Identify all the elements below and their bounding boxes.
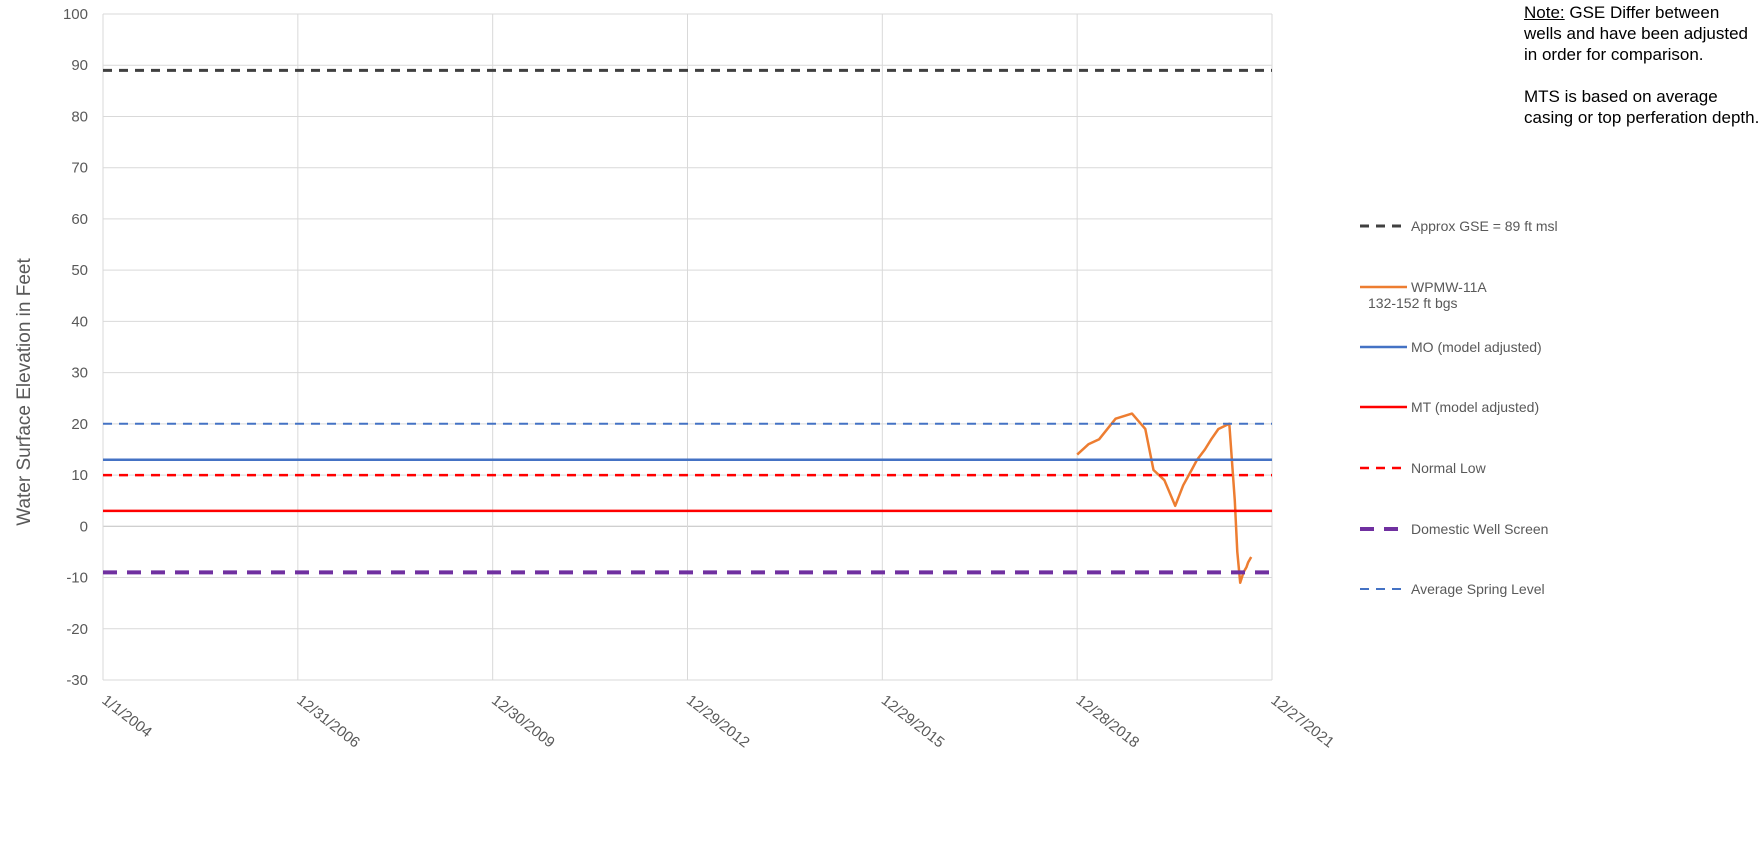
- note-box: Note: GSE Differ between wells and have …: [1524, 2, 1760, 149]
- y-tick-label: 10: [71, 467, 88, 484]
- grid: [102, 13, 1273, 681]
- x-tick-label: 12/31/2006: [293, 692, 363, 752]
- y-axis-label: Water Surface Elevation in Feet: [14, 258, 35, 526]
- legend-label: Average Spring Level: [1411, 581, 1545, 597]
- y-tick-label: -20: [66, 621, 88, 638]
- y-tick-label: 80: [71, 108, 88, 125]
- legend-label: MT (model adjusted): [1411, 399, 1539, 415]
- y-tick-label: 90: [71, 57, 88, 74]
- x-tick-label: 12/29/2015: [878, 692, 948, 752]
- y-tick-label: 40: [71, 313, 88, 330]
- series-line: [1076, 412, 1253, 584]
- series-layer: [103, 68, 1272, 584]
- x-tick-label: 12/27/2021: [1268, 692, 1338, 752]
- legend-label: Domestic Well Screen: [1411, 521, 1548, 537]
- legend-label-line2: 132-152 ft bgs: [1368, 295, 1458, 311]
- legend-label: MO (model adjusted): [1411, 339, 1542, 355]
- x-tick-label: 12/28/2018: [1073, 692, 1143, 752]
- legend-label: Approx GSE = 89 ft msl: [1411, 218, 1558, 234]
- legend-label: WPMW-11A: [1411, 279, 1487, 295]
- x-tick-label: 12/30/2009: [488, 692, 558, 752]
- note-text-1: GSE Differ between wells and have been a…: [1524, 3, 1748, 64]
- y-tick-label: -30: [66, 672, 88, 689]
- note-paragraph-1: Note: GSE Differ between wells and have …: [1524, 2, 1760, 65]
- y-tick-label: -10: [66, 570, 88, 587]
- y-tick-label: 70: [71, 160, 88, 177]
- y-tick-label: 60: [71, 211, 88, 228]
- y-tick-label: 100: [63, 6, 88, 23]
- y-tick-label: 30: [71, 365, 88, 382]
- x-tick-label: 1/1/2004: [99, 692, 155, 741]
- note-label: Note:: [1524, 3, 1565, 22]
- y-tick-label: 0: [80, 518, 88, 535]
- x-tick-label: 12/29/2012: [683, 692, 753, 752]
- legend-label: Normal Low: [1411, 460, 1487, 476]
- note-paragraph-2: MTS is based on average casing or top pe…: [1524, 87, 1760, 127]
- y-tick-label: 50: [71, 262, 88, 279]
- y-tick-label: 20: [71, 416, 88, 433]
